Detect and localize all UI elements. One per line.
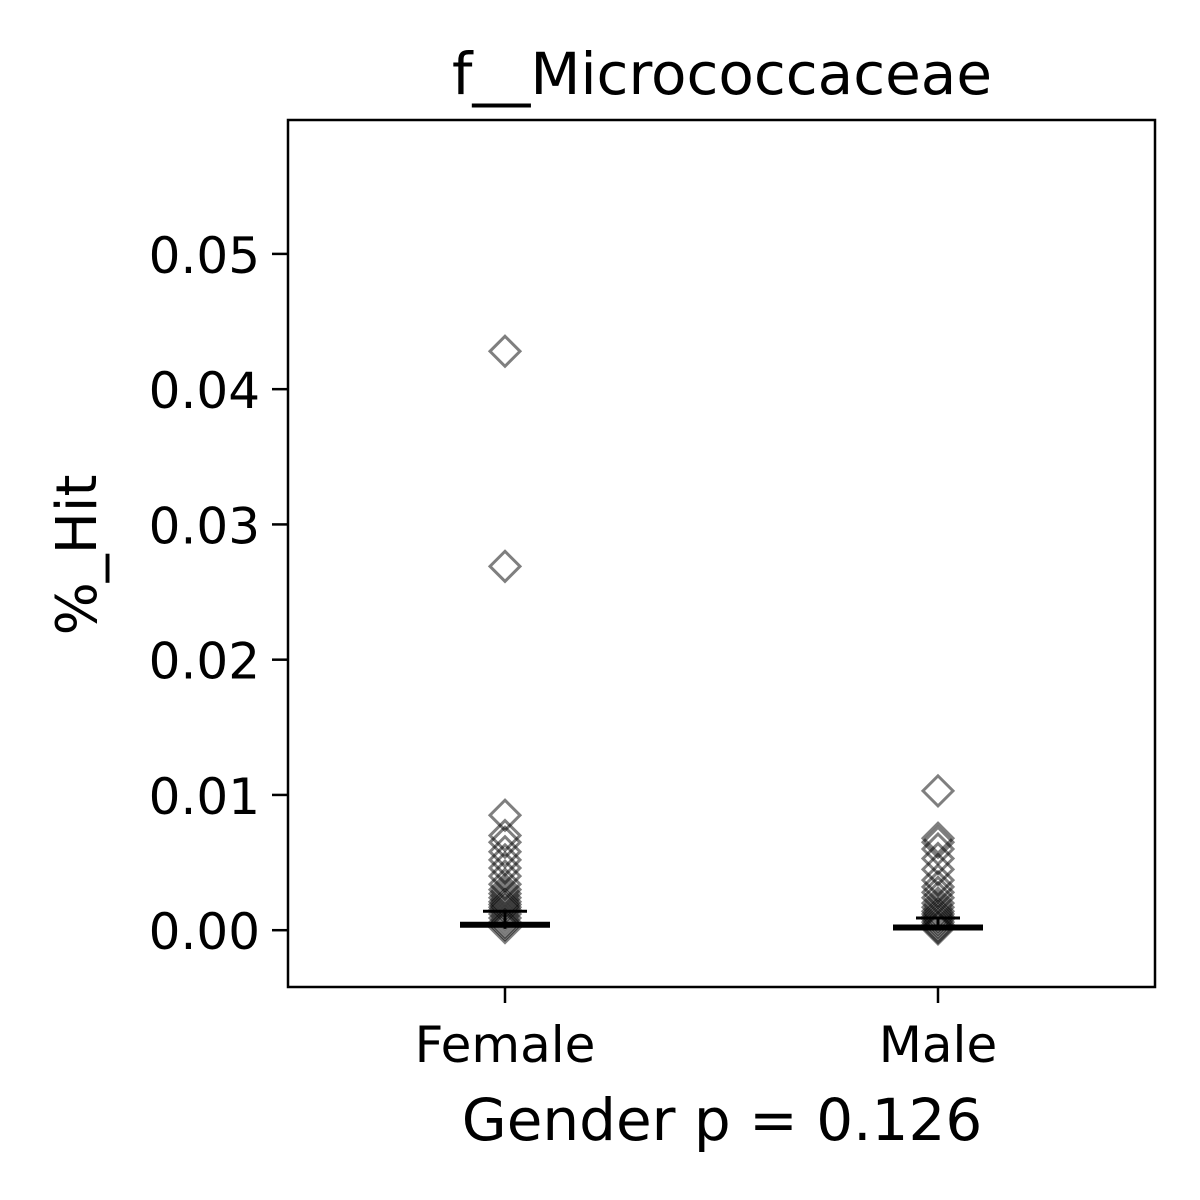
data-point [487,896,523,932]
x-tick-label: Female [415,1016,596,1074]
data-point [487,549,523,584]
plot-frame [286,118,1157,989]
y-tick-label: 0.03 [149,497,260,555]
data-point [487,834,523,869]
data-point [920,899,956,934]
y-axis-label: %_Hit [45,475,110,636]
data-point [920,902,956,937]
data-point [487,900,523,936]
plot-area [460,334,983,946]
y-tick-label: 0.01 [149,768,260,826]
y-tick-label: 0.05 [149,227,260,285]
y-tick-label: 0.02 [149,633,260,691]
data-point [920,773,956,808]
data-point [487,907,523,942]
data-point [487,818,523,853]
x-axis-label: Gender p = 0.126 [462,1086,983,1154]
data-point [487,798,523,833]
y-tick-label: 0.00 [149,903,260,961]
x-tick-label: Male [879,1016,997,1074]
data-point [920,907,956,942]
y-tick-label: 0.04 [149,362,260,420]
data-point [920,911,956,946]
data-point [487,334,523,369]
data-point [487,825,523,860]
chart-title: f__Micrococcaceae [452,40,992,108]
data-point [487,904,523,940]
data-point [920,825,956,860]
axes: 0.00 0.01 0.02 0.03 0.04 0.05 Female Male [149,227,998,1074]
